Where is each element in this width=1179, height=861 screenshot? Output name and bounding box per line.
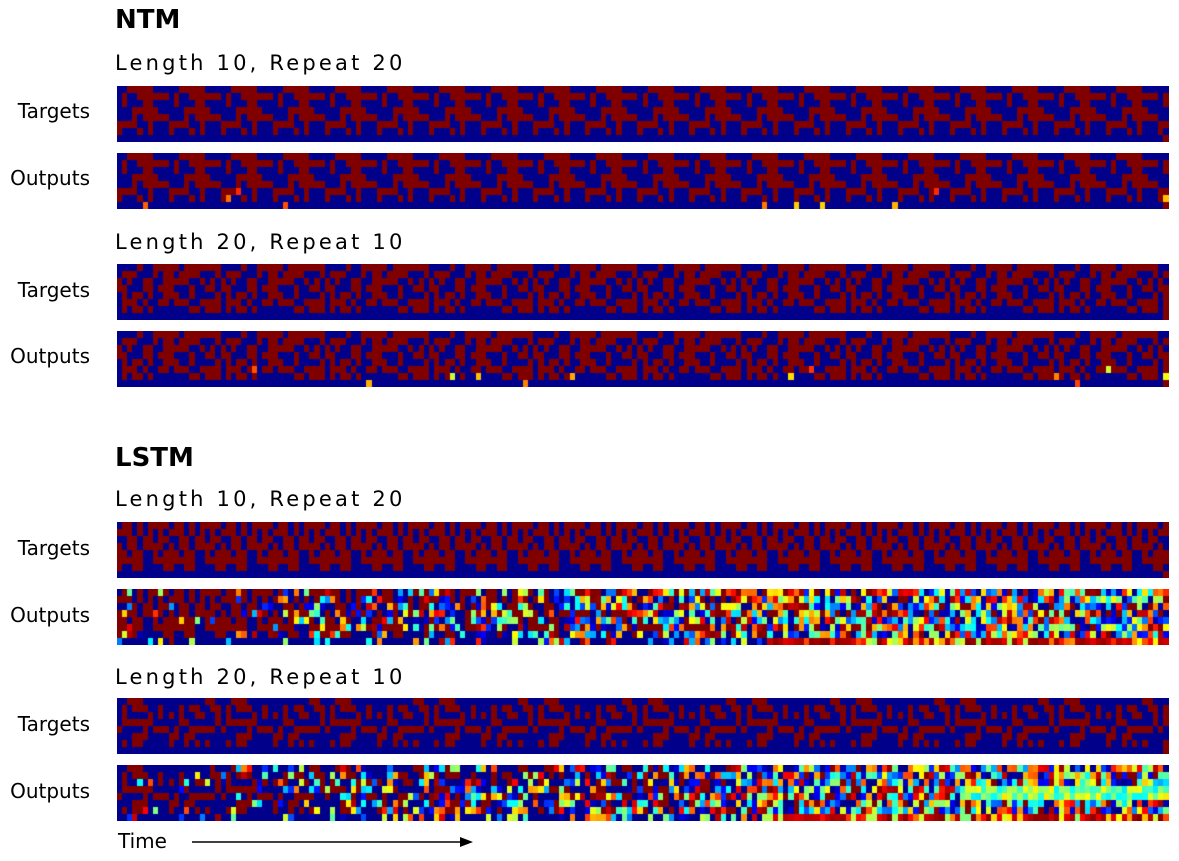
- right-arrow-icon: [192, 837, 473, 847]
- row-label-lstm-l20-outputs: Outputs: [10, 779, 90, 803]
- heatmap-lstm-l10-targets: [117, 522, 1169, 578]
- config-title-ntm-length20: Length 20, Repeat 10: [115, 230, 406, 254]
- row-label-ntm-l10-outputs: Outputs: [10, 166, 90, 190]
- heatmap-ntm-l10-outputs: [117, 153, 1169, 209]
- heatmap-lstm-l20-targets: [117, 698, 1169, 754]
- heatmap-ntm-l10-targets: [117, 86, 1169, 142]
- section-title-lstm: LSTM: [115, 443, 194, 473]
- row-label-ntm-l10-targets: Targets: [17, 99, 90, 123]
- heatmap-ntm-l20-targets: [117, 264, 1169, 320]
- time-axis-label: Time: [118, 829, 167, 853]
- row-label-lstm-l20-targets: Targets: [17, 712, 90, 736]
- row-label-ntm-l20-outputs: Outputs: [10, 344, 90, 368]
- config-title-lstm-length10: Length 10, Repeat 20: [115, 487, 406, 511]
- heatmap-lstm-l20-outputs: [117, 765, 1169, 821]
- row-label-lstm-l10-outputs: Outputs: [10, 603, 90, 627]
- section-title-ntm: NTM: [115, 5, 181, 35]
- config-title-ntm-length10: Length 10, Repeat 20: [115, 51, 406, 75]
- row-label-ntm-l20-targets: Targets: [17, 278, 90, 302]
- heatmap-lstm-l10-outputs: [117, 589, 1169, 645]
- heatmap-ntm-l20-outputs: [117, 331, 1169, 387]
- config-title-lstm-length20: Length 20, Repeat 10: [115, 665, 406, 689]
- row-label-lstm-l10-targets: Targets: [17, 536, 90, 560]
